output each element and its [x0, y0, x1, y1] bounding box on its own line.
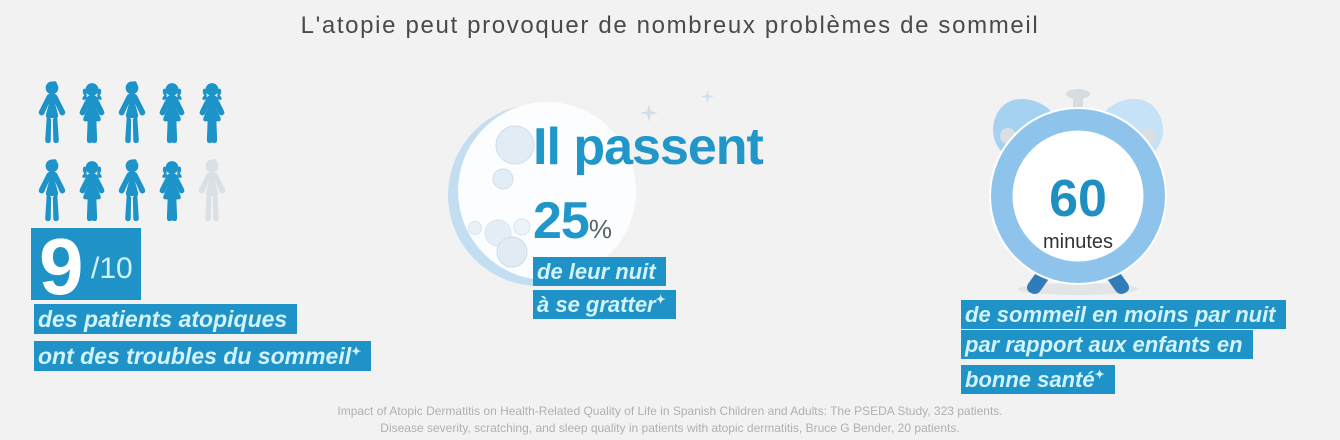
svg-text:minutes: minutes [1043, 231, 1113, 253]
svg-text:60: 60 [1049, 170, 1107, 228]
